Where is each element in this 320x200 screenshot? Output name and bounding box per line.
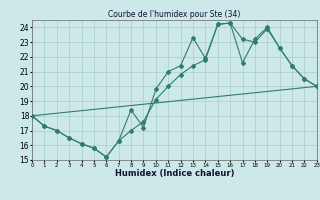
X-axis label: Humidex (Indice chaleur): Humidex (Indice chaleur)	[115, 169, 234, 178]
Title: Courbe de l'humidex pour Ste (34): Courbe de l'humidex pour Ste (34)	[108, 10, 241, 19]
